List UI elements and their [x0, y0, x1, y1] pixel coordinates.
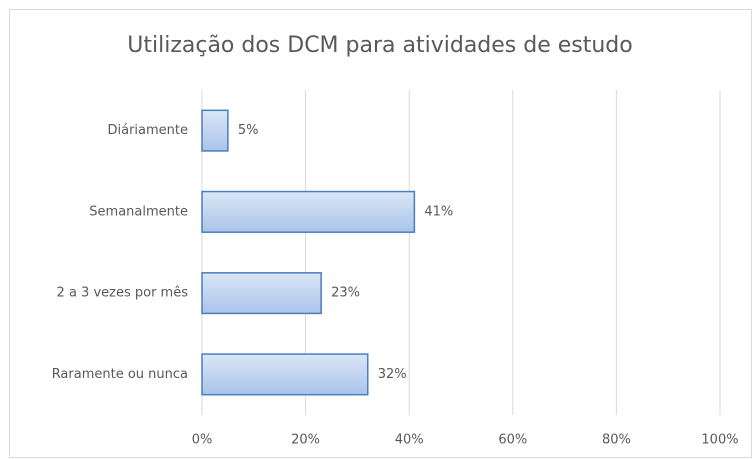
- value-label: 23%: [331, 286, 360, 301]
- chart-title: Utilização dos DCM para atividades de es…: [127, 33, 632, 58]
- x-tick-label: 80%: [602, 433, 631, 448]
- value-label: 5%: [238, 123, 259, 138]
- bar: [201, 353, 369, 396]
- x-tick-label: 20%: [291, 433, 320, 448]
- value-label: 32%: [378, 367, 407, 382]
- x-tick-label: 100%: [701, 433, 738, 448]
- y-tick-label: 2 a 3 vezes por mês: [57, 286, 189, 301]
- bar: [201, 272, 322, 315]
- chart-border: [9, 9, 752, 458]
- value-label: 41%: [424, 204, 453, 219]
- bar: [201, 109, 229, 152]
- x-tick-label: 60%: [498, 433, 527, 448]
- x-tick-label: 0%: [192, 433, 213, 448]
- bar: [201, 190, 416, 233]
- y-tick-label: Raramente ou nunca: [52, 367, 188, 382]
- y-tick-label: Semanalmente: [89, 204, 188, 219]
- y-tick-label: Diáriamente: [107, 123, 188, 138]
- x-tick-label: 40%: [395, 433, 424, 448]
